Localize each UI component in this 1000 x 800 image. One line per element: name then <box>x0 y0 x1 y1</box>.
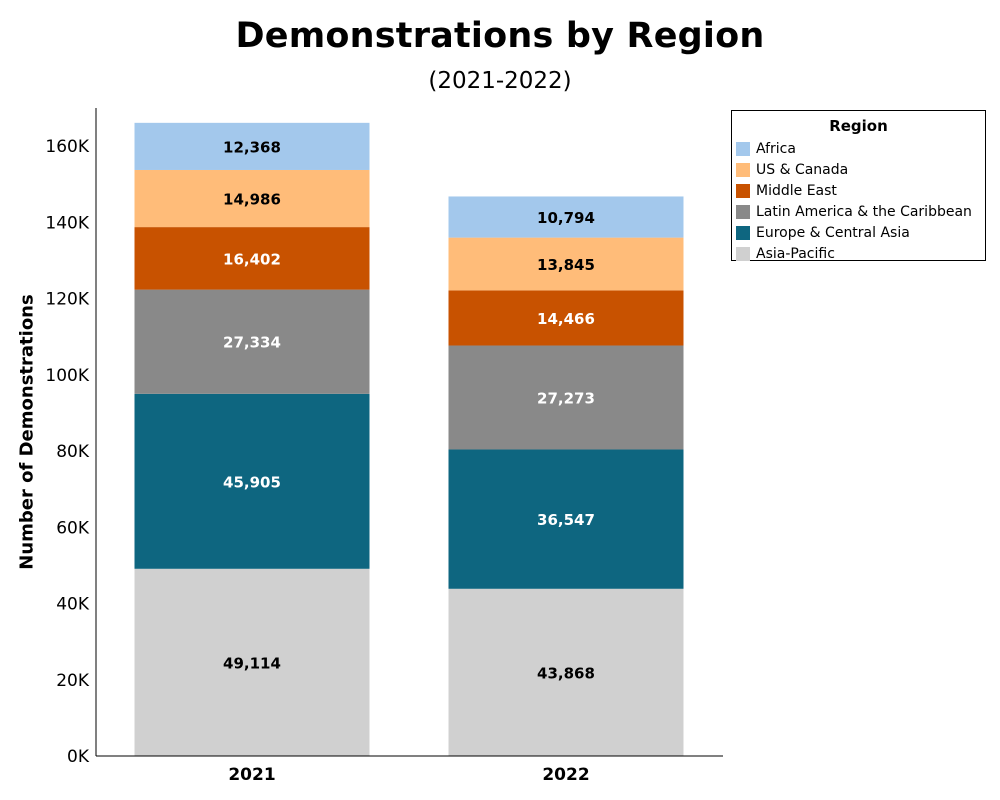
y-tick-label-20K: 20K <box>56 671 90 691</box>
bar-asia-pacific-2022 <box>448 588 684 756</box>
data-label-latin-america-and-the-caribbean-2022: 27,273 <box>537 389 595 407</box>
legend-item-asia-pacific: Asia-Pacific <box>732 243 985 264</box>
x-tick-label-2022: 2022 <box>542 765 589 785</box>
bar-africa-2021 <box>134 122 370 170</box>
data-label-europe-and-central-asia-2022: 36,547 <box>537 511 595 529</box>
y-tick-label-120K: 120K <box>45 290 89 310</box>
legend-title: Region <box>829 117 888 135</box>
data-label-middle-east-2021: 16,402 <box>223 250 281 268</box>
bar-middle-east-2021 <box>134 227 370 290</box>
data-label-middle-east-2022: 14,466 <box>537 310 595 328</box>
bar-asia-pacific-2021 <box>134 568 370 756</box>
data-label-europe-and-central-asia-2021: 45,905 <box>223 473 281 491</box>
y-tick-label-140K: 140K <box>45 213 89 233</box>
bar-europe-and-central-asia-2022 <box>448 449 684 589</box>
bar-us-and-canada-2022 <box>448 237 684 291</box>
y-tick-label-0K: 0K <box>67 747 90 767</box>
y-tick-label-80K: 80K <box>56 442 90 462</box>
bar-africa-2022 <box>448 196 684 238</box>
data-label-us-and-canada-2021: 14,986 <box>223 191 281 209</box>
legend-item-middle-east: Middle East <box>732 180 985 201</box>
legend-item-us-and-canada: US & Canada <box>732 159 985 180</box>
data-label-asia-pacific-2022: 43,868 <box>537 664 595 682</box>
legend: Region Africa US & Canada Middle East Latin… <box>731 110 986 264</box>
legend-item-africa: Africa <box>732 138 985 159</box>
data-label-us-and-canada-2022: 13,845 <box>537 256 595 274</box>
legend-label: Latin America & the Caribbean <box>756 203 972 220</box>
legend-swatch <box>736 162 750 177</box>
bar-latin-america-and-the-caribbean-2021 <box>134 289 370 394</box>
bar-europe-and-central-asia-2021 <box>134 393 370 569</box>
legend-swatch <box>736 204 750 219</box>
legend-label: Asia-Pacific <box>756 245 835 262</box>
bar-latin-america-and-the-caribbean-2022 <box>448 345 684 450</box>
bar-us-and-canada-2021 <box>134 169 370 228</box>
chart-subtitle: (2021-2022) <box>428 68 572 94</box>
legend-item-europe-and-central-asia: Europe & Central Asia <box>732 222 985 243</box>
y-tick-label-40K: 40K <box>56 595 90 615</box>
x-tick-label-2021: 2021 <box>228 765 275 785</box>
legend-swatch <box>736 183 750 198</box>
data-label-latin-america-and-the-caribbean-2021: 27,334 <box>223 334 281 352</box>
legend-swatch <box>736 225 750 240</box>
data-label-africa-2022: 10,794 <box>537 209 595 227</box>
data-label-africa-2021: 12,368 <box>223 138 281 156</box>
legend-label: Europe & Central Asia <box>756 224 910 241</box>
bar-middle-east-2022 <box>448 290 684 346</box>
y-tick-label-100K: 100K <box>45 366 89 386</box>
chart-title: Demonstrations by Region <box>235 16 765 56</box>
y-tick-label-60K: 60K <box>56 518 90 538</box>
legend-label: US & Canada <box>756 161 849 178</box>
legend-label: Middle East <box>756 182 837 199</box>
data-label-asia-pacific-2021: 49,114 <box>223 654 281 672</box>
legend-swatch <box>736 141 750 156</box>
legend-swatch <box>736 246 750 261</box>
legend-item-latin-america-and-the-caribbean: Latin America & the Caribbean <box>732 201 985 222</box>
legend-label: Africa <box>756 140 796 157</box>
y-tick-label-160K: 160K <box>45 137 89 157</box>
